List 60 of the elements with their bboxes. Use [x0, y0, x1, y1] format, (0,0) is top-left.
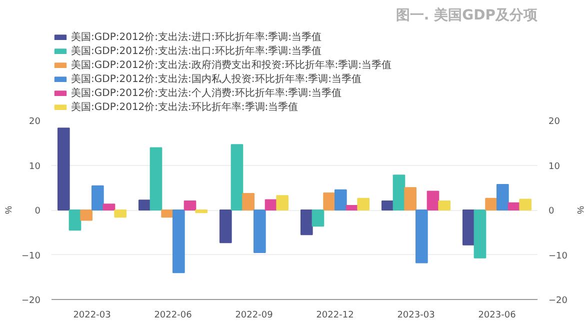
bar [474, 210, 486, 258]
bar [438, 200, 451, 210]
legend-label: 美国:GDP:2012价:支出法:政府消费支出和投资:环比折年率:季调:当季值 [71, 58, 392, 72]
y2-axis-title: % [575, 206, 586, 214]
bar [392, 174, 406, 210]
bar [219, 210, 232, 244]
bar [114, 210, 127, 218]
bar [150, 147, 162, 210]
bar [264, 199, 278, 210]
y2-tick-label: −10 [548, 251, 568, 262]
bar [300, 210, 313, 236]
x-tick-label: 2022-06 [154, 310, 192, 320]
legend-label: 美国:GDP:2012价:支出法:国内私人投资:环比折年率:季调:当季值 [71, 72, 362, 86]
bar [276, 195, 289, 210]
y2-tick-label: 10 [548, 162, 560, 172]
bar [184, 200, 196, 210]
bar [519, 198, 532, 210]
legend-label: 美国:GDP:2012价:支出法:个人消费:环比折年率:季调:当季值 [71, 86, 342, 100]
bar [161, 210, 174, 218]
bar [496, 184, 509, 210]
y2-tick-label: 0 [548, 206, 554, 216]
y-tick-label: 10 [29, 162, 41, 172]
y-tick-label: −10 [22, 251, 41, 262]
bar [404, 187, 416, 210]
bar [57, 128, 70, 210]
bar [346, 205, 358, 210]
bar [416, 210, 428, 264]
bar [254, 210, 266, 254]
y2-tick-label: −20 [548, 296, 568, 306]
bar [230, 144, 244, 210]
x-tick-label: 2022-09 [235, 310, 274, 320]
bar [426, 190, 440, 210]
bar [80, 210, 92, 221]
y-tick-label: 0 [34, 206, 41, 216]
legend-label: 美国:GDP:2012价:支出法:出口:环比折年率:季调:当季值 [71, 44, 322, 58]
bar [323, 192, 336, 210]
legend-label: 美国:GDP:2012价:支出法:进口:环比折年率:季调:当季值 [71, 30, 322, 44]
bar [462, 210, 475, 246]
bar [102, 204, 116, 210]
bar [357, 198, 370, 210]
y-tick-label: 20 [29, 117, 41, 127]
bar [138, 200, 151, 210]
bar [92, 185, 104, 210]
bar [381, 200, 394, 210]
legend-label: 美国:GDP:2012价:支出法:环比折年率:季调:当季值 [71, 100, 298, 114]
bar [312, 210, 324, 227]
y-tick-label: −20 [22, 296, 41, 306]
x-tick-label: 2023-03 [397, 310, 435, 320]
bar [334, 189, 347, 210]
y-axis-title: % [4, 206, 14, 214]
x-tick-label: 2023-06 [478, 310, 516, 320]
bar [195, 210, 208, 214]
chart-title: 图一. 美国GDP及分项 [396, 6, 538, 24]
x-tick-label: 2022-03 [73, 310, 111, 320]
x-tick-label: 2022-12 [316, 310, 354, 320]
bar [172, 210, 185, 274]
bar [68, 210, 82, 231]
y2-tick-label: 20 [548, 117, 560, 127]
bar [242, 192, 254, 210]
bar [485, 198, 498, 210]
